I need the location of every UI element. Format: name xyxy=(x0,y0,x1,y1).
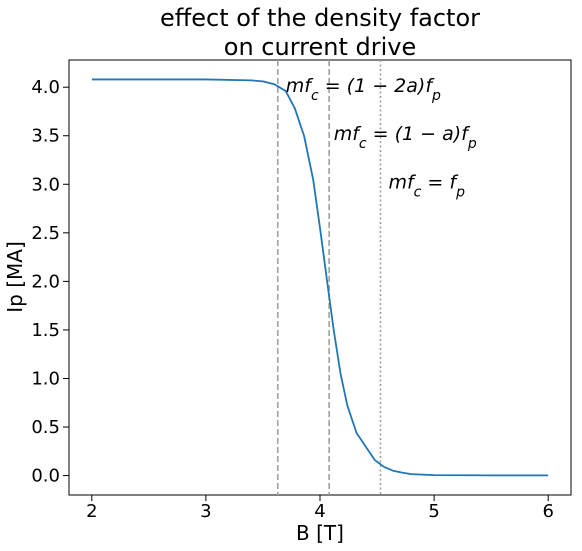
x-tick-label: 2 xyxy=(86,501,97,522)
y-tick-label: 3.5 xyxy=(31,126,60,147)
y-tick-label: 1.5 xyxy=(31,320,60,341)
x-tick-label: 3 xyxy=(200,501,211,522)
vline-annotation-3: mfc = fp xyxy=(388,171,465,200)
y-tick-label: 3.0 xyxy=(31,174,60,195)
y-axis-ticks: 0.0 0.5 1.0 1.5 2.0 2.5 3.0 3.5 4.0 xyxy=(31,77,69,487)
x-tick-label: 4 xyxy=(314,501,325,522)
y-axis-label: Ip [MA] xyxy=(3,241,27,313)
reference-lines xyxy=(276,60,382,495)
chart-title-line-2: on current drive xyxy=(224,33,416,61)
series-layer xyxy=(91,78,549,477)
series-line-1 xyxy=(91,78,549,477)
y-tick-label: 0.5 xyxy=(31,417,60,438)
plot-area xyxy=(68,59,572,496)
vline-annotation-2: mfc = (1 − a)fp xyxy=(334,123,477,152)
y-tick-label: 2.0 xyxy=(31,271,60,292)
y-tick-label: 1.0 xyxy=(31,368,60,389)
x-axis-label: B [T] xyxy=(296,521,344,545)
annotations: mfc = (1 − 2a)fp mfc = (1 − a)fp mfc = fp xyxy=(286,75,477,200)
x-tick-label: 6 xyxy=(542,501,553,522)
chart-title-line-1: effect of the density factor xyxy=(160,4,480,32)
y-tick-label: 0.0 xyxy=(31,466,60,487)
x-tick-label: 5 xyxy=(428,501,439,522)
y-tick-label: 4.0 xyxy=(31,77,60,98)
vline-annotation-1: mfc = (1 − 2a)fp xyxy=(286,75,441,104)
x-axis-ticks: 2 3 4 5 6 xyxy=(86,495,554,522)
y-tick-label: 2.5 xyxy=(31,223,60,244)
